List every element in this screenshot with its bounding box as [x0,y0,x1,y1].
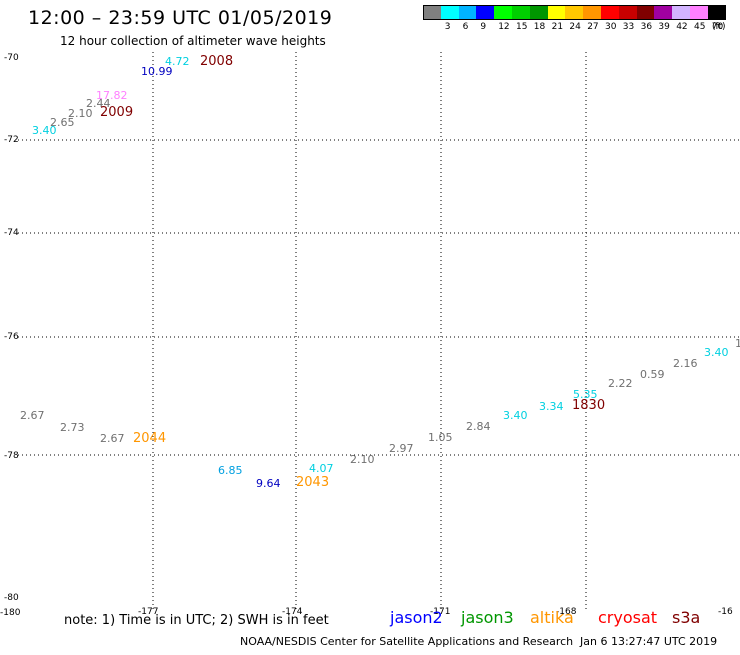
wave-height-label: 0.59 [640,368,665,381]
wave-height-label: 4.72 [165,55,190,68]
legend-swatch [494,5,513,20]
legend-swatch [440,5,459,20]
wave-height-label: 5.35 [573,388,598,401]
legend-frame [423,5,726,20]
legend-swatch-label: 70 [711,22,724,32]
satellite-name: s3a [672,608,701,627]
satellite-name: jason2 [390,608,443,627]
pass-time-label: 2043 [296,475,330,490]
legend-swatch [529,5,548,20]
longitude-tick-label: -177 [138,607,159,617]
page-subtitle: 12 hour collection of altimeter wave hei… [60,34,326,48]
pass-time-label: 2044 [133,431,167,446]
legend-swatch-label: 21 [551,22,564,32]
legend-swatch-label: 12 [498,22,510,32]
wave-height-label: 2.22 [608,377,633,390]
wave-height-label: 2.84 [466,420,491,433]
legend-swatch [654,5,673,20]
legend-swatch-label: 33 [622,22,635,32]
wave-height-label: 1.05 [428,431,453,444]
wave-height-label: 4.07 [309,462,334,475]
longitude-tick-label: -180 [0,608,21,618]
wave-height-label: 2.73 [60,421,85,434]
wave-height-label: 2.10 [68,107,93,120]
legend-swatch-label: 3 [444,22,451,32]
legend-swatch-label: 9 [480,22,487,32]
wave-height-label: 17.82 [96,89,128,102]
wave-height-label: 2.44 [86,97,111,110]
legend-swatch [565,5,584,20]
legend-swatch-label: 39 [658,22,670,32]
latitude-tick-label: -80 [4,593,19,603]
wave-height-label: 2.67 [100,432,125,445]
legend-swatch-label: 24 [569,22,581,32]
legend-swatch-label: 30 [605,22,617,32]
legend-swatch-label: 18 [533,22,546,32]
graticule [18,52,740,612]
legend-swatch [547,5,566,20]
pass-time-label: 1830 [572,398,606,413]
wave-height-label: 2.67 [20,409,45,422]
legend-swatch-label: 6 [462,22,469,32]
wave-height-label: 3.40 [503,409,528,422]
wave-height-label: 2.10 [350,453,375,466]
legend-swatch-label: 45 [694,22,706,32]
legend-swatch [672,5,691,20]
legend-swatch [601,5,619,20]
latitude-tick-label: -70 [4,53,19,63]
longitude-tick-label: -171 [430,607,451,617]
wave-height-label: 10.99 [141,65,173,78]
legend-swatch-label: 36 [640,22,653,32]
pass-time-label: 2008 [200,54,234,69]
legend-swatch [512,5,530,20]
latitude-tick-label: -76 [4,332,19,342]
latitude-tick-label: -74 [4,228,19,238]
wave-height-label: 2.65 [50,116,75,129]
legend-swatch [476,5,495,20]
wave-height-label: 3.40 [32,124,57,137]
legend-swatch [707,5,726,20]
longitude-tick-label: -168 [556,607,577,617]
wave-height-label: 9.64 [256,477,281,490]
footer-credit: NOAA/NESDIS Center for Satellite Applica… [240,635,574,648]
latitude-tick-label: -72 [4,135,19,145]
legend-swatch-label: 27 [587,22,599,32]
legend-swatch [423,5,441,20]
longitude-tick-label: -174 [282,607,303,617]
pass-time-label: 2009 [100,105,134,120]
page-title: 12:00 – 23:59 UTC 01/05/2019 [28,7,333,29]
latitude-tick-label: -78 [4,451,19,461]
wave-height-label: 2.97 [389,442,414,455]
satellite-name: jason3 [461,608,514,627]
wave-height-label: 3.40 [704,346,729,359]
legend-swatch [458,5,477,20]
footer-timestamp: Jan 6 13:27:47 UTC 2019 [580,635,718,648]
wave-height-label: 2.16 [673,357,698,370]
legend-swatch [636,5,655,20]
satellite-name: altika [530,608,574,627]
wave-height-label: 6.85 [218,464,243,477]
legend-swatch-label: 15 [516,22,528,32]
satellite-name: cryosat [598,608,658,627]
legend-swatch [583,5,602,20]
wave-height-label: 3.34 [539,400,564,413]
wave-height-label: 1 [735,337,740,350]
legend-swatch [618,5,637,20]
legend-swatch [690,5,708,20]
legend-unit: (ft) [712,22,726,32]
footer-note: note: 1) Time is in UTC; 2) SWH is in fe… [64,613,329,628]
longitude-tick-label: -16 [718,607,733,617]
legend-swatch-label: 42 [676,22,688,32]
